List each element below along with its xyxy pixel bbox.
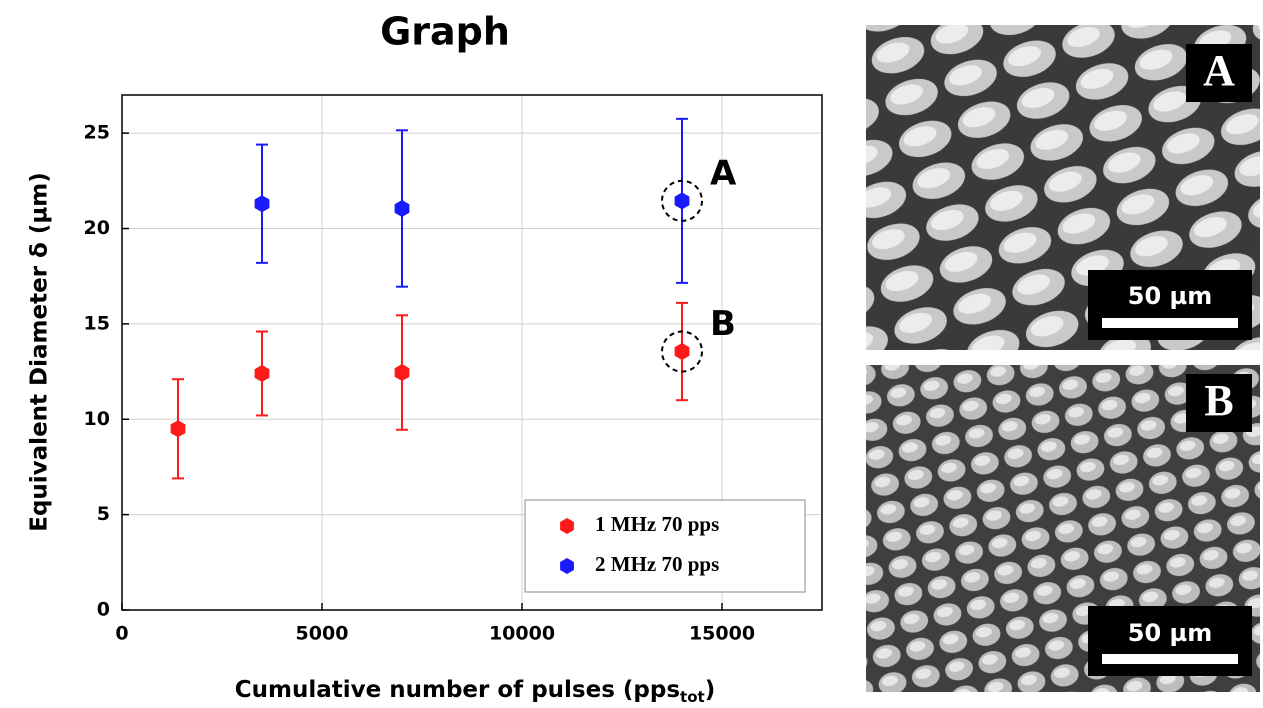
panel-label: B bbox=[1204, 376, 1233, 425]
y-tick-label: 0 bbox=[97, 599, 110, 621]
x-tick-label: 15000 bbox=[689, 623, 755, 645]
annotation-label: A bbox=[710, 153, 737, 193]
panel-label-box bbox=[1186, 44, 1252, 102]
point bbox=[394, 200, 410, 217]
y-axis-label: Equivalent Diameter δ (µm) bbox=[27, 172, 53, 532]
chart: Graph Equivalent Diameter δ (µm) Cumulat… bbox=[27, 10, 823, 706]
y-tick-label: 5 bbox=[97, 503, 110, 525]
y-tick-label: 25 bbox=[84, 122, 110, 144]
scale-bar-label: 50 µm bbox=[1128, 619, 1212, 647]
y-tick-label: 10 bbox=[84, 408, 110, 430]
legend-label: 2 MHz 70 pps bbox=[595, 552, 719, 576]
scale-bar-box bbox=[1088, 270, 1252, 340]
scale-bar bbox=[1102, 318, 1238, 328]
plot-frame bbox=[121, 94, 823, 611]
legend-box bbox=[524, 499, 806, 593]
point bbox=[674, 343, 690, 360]
point bbox=[674, 192, 690, 210]
scale-bar bbox=[1102, 654, 1238, 664]
point bbox=[394, 364, 410, 381]
chart-title: Graph bbox=[380, 10, 510, 54]
scale-bar-box bbox=[1088, 606, 1252, 676]
y-tick-label: 15 bbox=[84, 312, 110, 334]
legend-label: 1 MHz 70 pps bbox=[595, 512, 719, 536]
point bbox=[170, 420, 186, 438]
x-axis-label-close: ) bbox=[705, 677, 716, 703]
legend-marker bbox=[560, 558, 574, 574]
legend-marker bbox=[560, 518, 574, 534]
x-axis-label-sub: tot bbox=[680, 688, 705, 706]
x-tick-label: 5000 bbox=[296, 623, 349, 645]
point bbox=[254, 365, 270, 382]
sem-panel: B 50 µm bbox=[866, 365, 1260, 692]
annotation-label: B bbox=[710, 304, 736, 344]
annotation-circle bbox=[661, 330, 703, 373]
scale-bar-label: 50 µm bbox=[1128, 282, 1212, 310]
point bbox=[254, 195, 270, 213]
x-tick-label: 10000 bbox=[489, 623, 555, 645]
image-panels: A 50 µm B 50 µm bbox=[866, 25, 1260, 692]
sem-panel: A 50 µm bbox=[866, 25, 1260, 350]
panel-label: A bbox=[1203, 46, 1235, 95]
panel-label-box bbox=[1186, 374, 1252, 432]
x-tick-label: 0 bbox=[115, 623, 128, 645]
x-axis-label: Cumulative number of pulses (ppstot) bbox=[235, 677, 715, 706]
y-tick-label: 20 bbox=[84, 217, 110, 239]
x-axis-label-main: Cumulative number of pulses (pps bbox=[235, 677, 680, 703]
annotation-circle bbox=[661, 179, 703, 222]
